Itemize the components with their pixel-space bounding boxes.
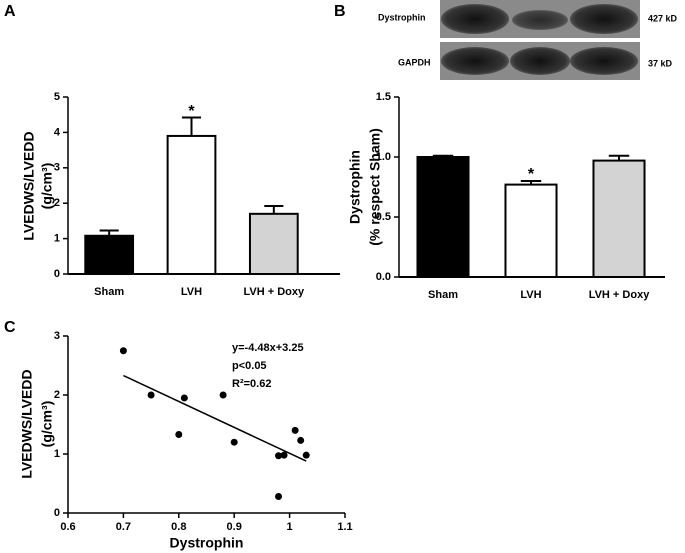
point [180, 394, 188, 402]
bar [248, 212, 299, 276]
y-tick-label: 3 [54, 162, 60, 174]
x-tick-label: Sham [428, 289, 458, 301]
point [280, 451, 288, 459]
y-axis-label: LVEDWS/LVEDD [21, 131, 37, 240]
blot-label: Dystrophin [378, 12, 426, 22]
blot-size: 37 kD [648, 58, 673, 68]
bar [416, 156, 470, 278]
y-axis-label: (g/cm³) [39, 163, 55, 210]
x-tick-label: 0.8 [171, 521, 186, 533]
point [219, 391, 227, 399]
annotation: p<0.05 [232, 360, 267, 372]
y-axis-label: (% respect Sham) [367, 128, 383, 245]
bar [592, 159, 646, 279]
y-tick-label: 5 [54, 91, 60, 103]
error-bar [181, 116, 202, 136]
panel-label: C [4, 319, 16, 336]
x-tick-label: LVH [520, 289, 541, 301]
x-axis-label: Dystrophin [170, 535, 244, 551]
y-tick-label: 3 [54, 330, 60, 342]
x-tick-label: 1 [287, 521, 293, 533]
point [175, 431, 183, 439]
y-axis-label: LVEDWS/LVEDD [19, 369, 35, 478]
blot-label: GAPDH [398, 57, 431, 67]
point [119, 347, 127, 355]
blot-band [570, 47, 638, 75]
y-tick-label: 1.0 [376, 151, 391, 163]
x-tick-label: 1.1 [337, 521, 352, 533]
blot-band [510, 47, 570, 75]
y-tick-label: 2 [54, 197, 60, 209]
annotation: R²=0.62 [232, 378, 271, 390]
y-tick-label: 0 [54, 507, 60, 519]
bar [84, 234, 135, 276]
point [291, 426, 299, 434]
significance-mark: * [188, 103, 195, 120]
y-axis-label: (g/cm³) [39, 401, 55, 448]
x-tick-label: Sham [94, 286, 124, 298]
blot-band [441, 4, 509, 34]
error-bar [264, 205, 284, 214]
panel-label: B [334, 3, 346, 20]
x-tick-label: 0.6 [60, 521, 75, 533]
y-tick-label: 1.5 [376, 91, 391, 103]
western-blot: Dystrophin GAPDH 427 kD 37 kD [378, 0, 678, 80]
y-tick-label: 1 [54, 448, 60, 460]
y-tick-label: 0 [54, 268, 60, 280]
significance-mark: * [528, 166, 535, 183]
x-tick-label: 0.9 [227, 521, 242, 533]
y-tick-label: 2 [54, 389, 60, 401]
blot-band [441, 47, 509, 75]
x-tick-label: LVH [181, 286, 202, 298]
point [147, 391, 155, 399]
y-tick-label: 1 [54, 233, 60, 245]
point [275, 492, 283, 500]
point [302, 451, 310, 459]
point [297, 436, 305, 444]
x-tick-label: 0.7 [116, 521, 131, 533]
blot-size: 427 kD [648, 13, 678, 23]
x-tick-label: LVH + Doxy [244, 286, 306, 298]
blot-band [570, 4, 638, 34]
annotation: y=-4.48x+3.25 [232, 342, 304, 354]
bar [166, 134, 217, 275]
y-axis-label: Dystrophin [347, 150, 363, 224]
y-tick-label: 4 [54, 126, 61, 138]
y-tick-label: 0.5 [376, 211, 391, 223]
blot-band [512, 10, 568, 30]
point [230, 438, 238, 446]
point [275, 452, 283, 460]
x-tick-label: LVH + Doxy [589, 289, 651, 301]
fit-line [123, 374, 307, 462]
y-tick-label: 0.0 [376, 271, 391, 283]
bar [504, 183, 558, 279]
panel-label: A [4, 3, 16, 20]
